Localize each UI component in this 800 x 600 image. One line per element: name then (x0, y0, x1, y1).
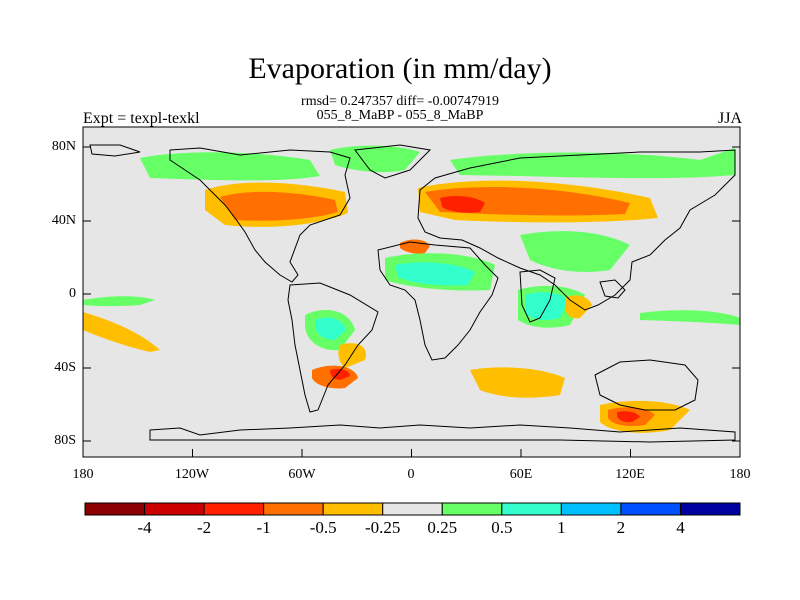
lat-label-40n: 40N (51, 213, 76, 228)
lat-label-80s: 80S (54, 433, 76, 448)
field-green-siberia (450, 148, 735, 179)
colorbar (84, 502, 741, 516)
colorbar-label: 2 (616, 518, 626, 537)
field-orange-indian-ocean (470, 367, 565, 398)
subtitle-experiments: 055_8_MaBP - 055_8_MaBP (316, 108, 484, 123)
field-orange-pacific (83, 312, 160, 352)
coast-south-america (287, 282, 379, 413)
coast-africa (377, 241, 499, 361)
coast-north-america (169, 147, 351, 283)
lon-label-60w: 60W (288, 467, 316, 482)
coast-australia (594, 359, 699, 411)
colorbar-box (84, 502, 146, 516)
colorbar-label: -2 (196, 518, 212, 537)
lon-label-60e: 60E (509, 467, 533, 482)
lat-label-40s: 40S (54, 360, 76, 375)
coast-antarctica (149, 424, 736, 443)
colorbar-label: 0.5 (491, 518, 513, 537)
colorbar-box (144, 502, 205, 516)
lat-ticks (83, 146, 740, 442)
field-green-pacific (83, 296, 155, 307)
lon-ticks (82, 449, 741, 457)
colorbar-label: -0.25 (365, 518, 401, 537)
field-green-asia (520, 231, 630, 272)
colorbar-label: 1 (557, 518, 566, 537)
map-title: Evaporation (in mm/day) (248, 52, 552, 85)
lon-label-180e: 180 (729, 467, 751, 482)
colorbar-box (620, 502, 681, 516)
coastlines (89, 144, 736, 443)
experiment-label: Expt = texpl-texkl (83, 110, 200, 127)
lon-label-180w: 180 (72, 467, 94, 482)
season-label: JJA (717, 110, 742, 127)
coast-arctic-island (89, 144, 141, 157)
colorbar-label: -1 (256, 518, 271, 537)
colorbar-box (441, 502, 503, 516)
field-cyan-samerica (315, 317, 346, 340)
colorbar-box (203, 502, 265, 516)
map-subtitle: rmsd= 0.247357 diff= -0.00747919 055_8_M… (0, 95, 800, 123)
colorbar-box (560, 502, 622, 516)
subtitle-stats: rmsd= 0.247357 diff= -0.00747919 (301, 94, 499, 109)
field-red-antarctic (617, 411, 640, 423)
coast-indonesia (599, 279, 626, 299)
field-cyan-sahara (395, 262, 475, 286)
lon-label-120w: 120W (174, 467, 210, 482)
field-darkorange-namerica (220, 191, 338, 221)
colorbar-label: 4 (676, 518, 685, 537)
colorbar-box (322, 502, 384, 516)
anomaly-fields (83, 145, 740, 433)
field-green-canada (140, 152, 320, 181)
coast-india (519, 269, 556, 323)
colorbar-box (263, 502, 324, 516)
colorbar-box (679, 502, 741, 516)
field-orange-samerica-south (338, 343, 366, 368)
colorbar-box (382, 502, 443, 516)
lon-label-0: 0 (407, 467, 415, 482)
lat-label-0: 0 (69, 286, 76, 301)
field-red-eurasia (440, 195, 485, 213)
field-green-pacific-east (640, 310, 740, 325)
field-green-greenland (330, 145, 420, 173)
colorbar-label: -4 (137, 518, 152, 537)
colorbar-label: 0.25 (427, 518, 458, 537)
lon-label-120e: 120E (615, 467, 645, 482)
colorbar-box (501, 502, 562, 516)
colorbar-label: -0.5 (309, 518, 337, 537)
coast-europe-asia (417, 149, 736, 311)
coast-greenland (354, 144, 432, 179)
lat-label-80n: 80N (51, 139, 76, 154)
